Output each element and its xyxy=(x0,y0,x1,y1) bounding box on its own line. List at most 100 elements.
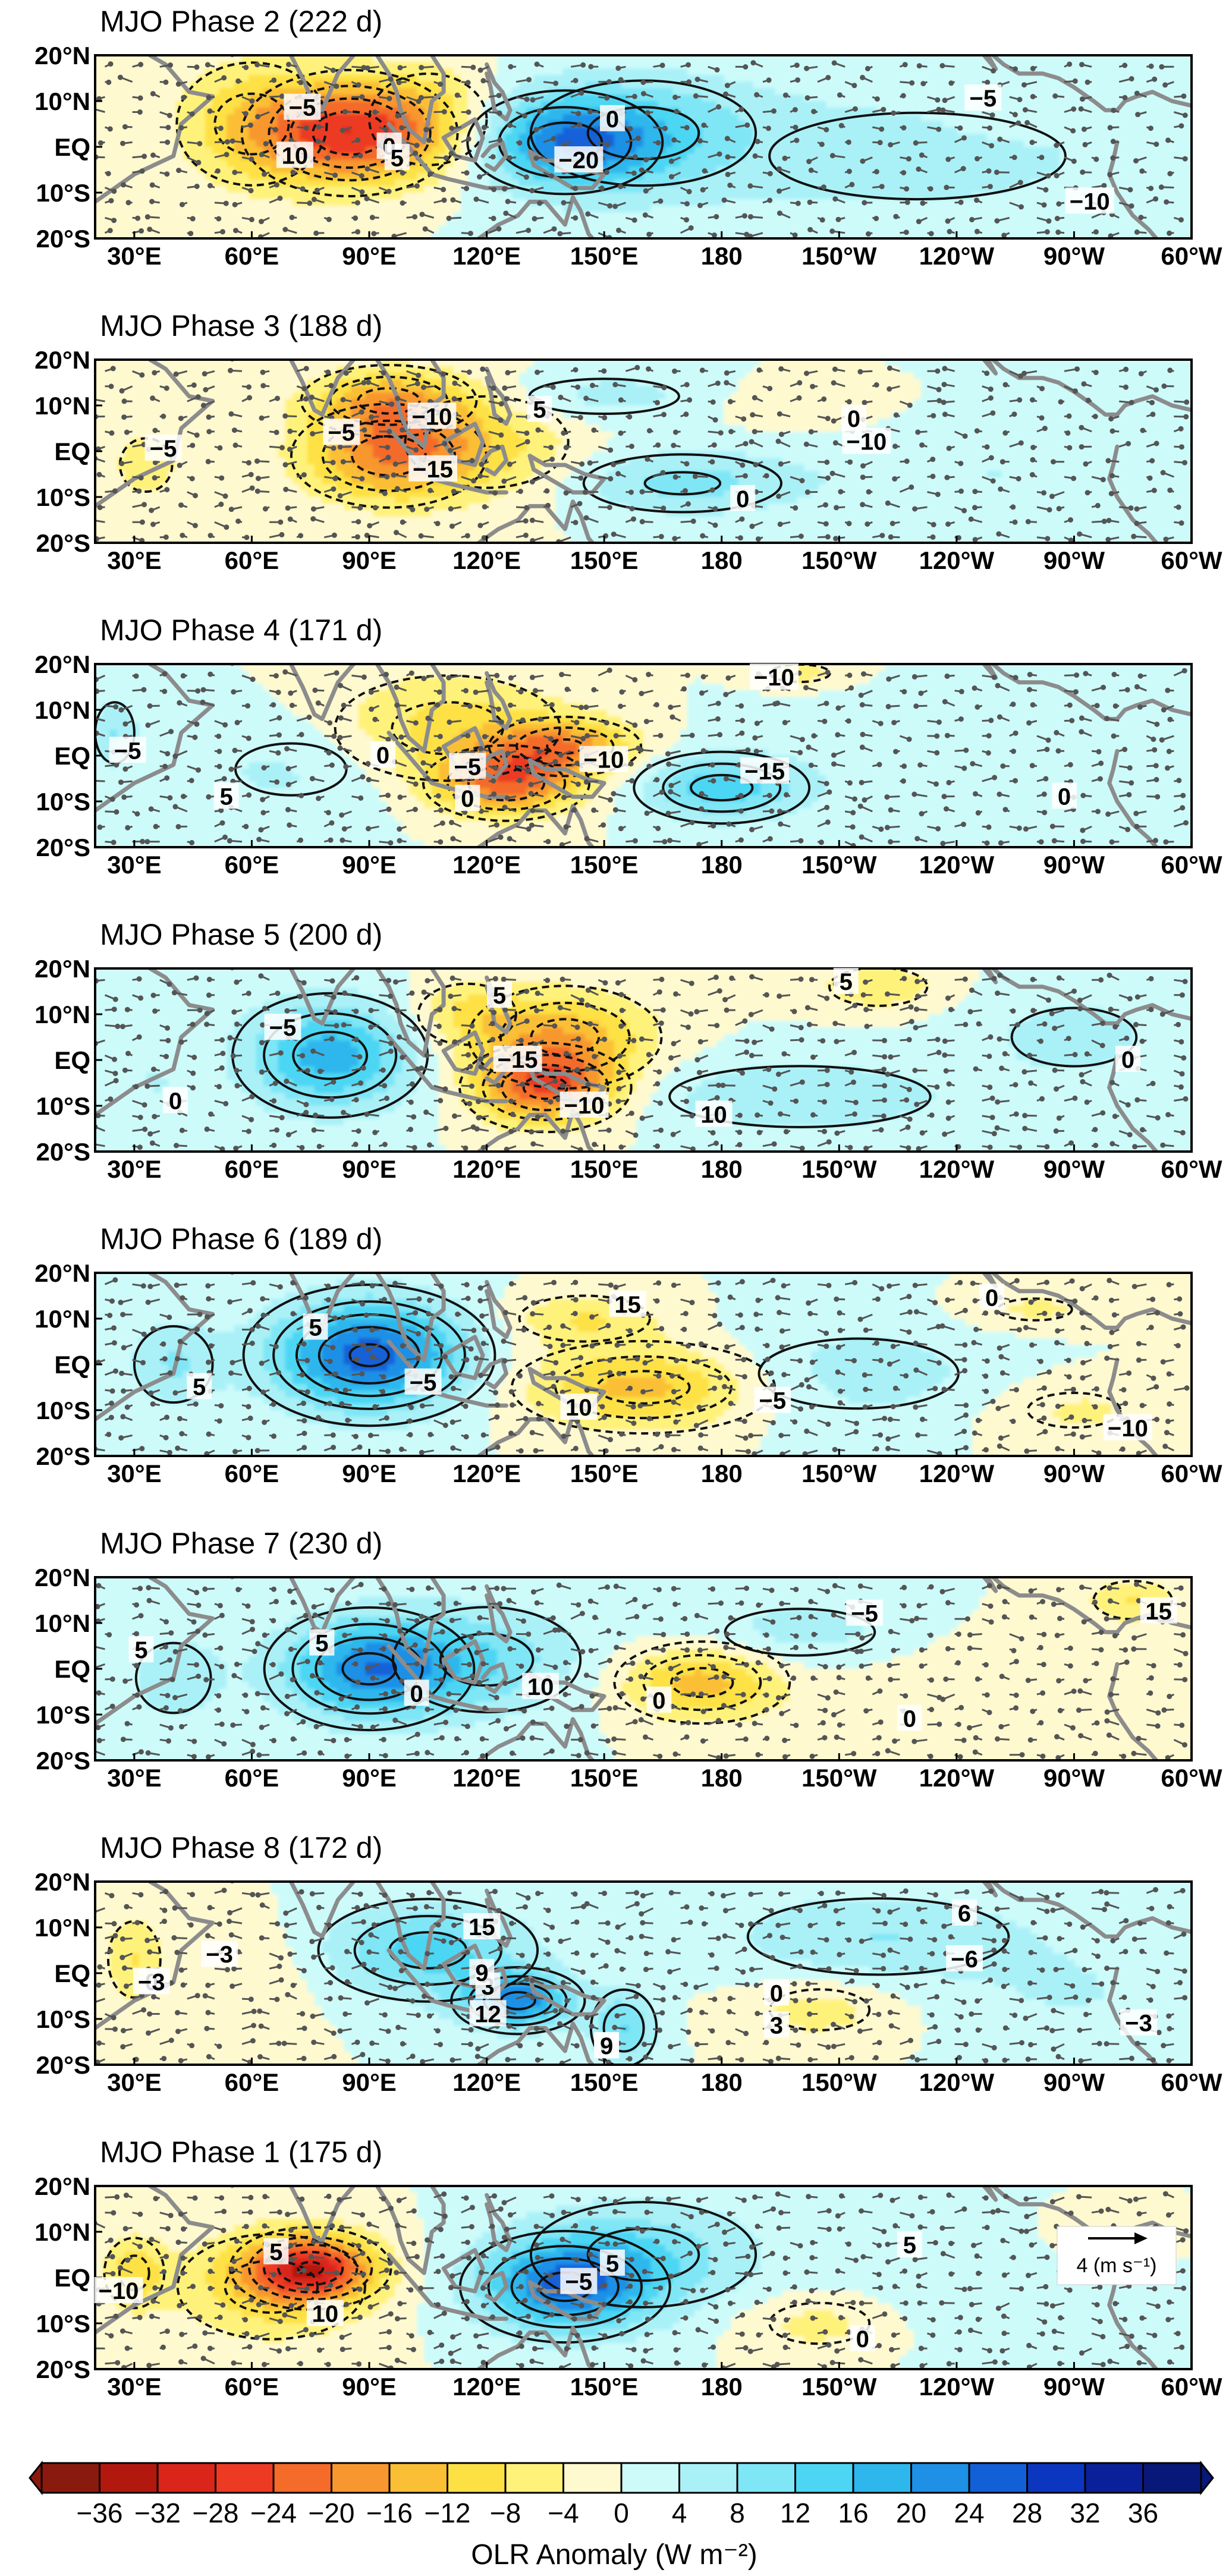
x-tick-label: 180 xyxy=(701,2373,743,2401)
y-tick-label: 20°N xyxy=(34,42,90,70)
x-tick-label: 90°E xyxy=(342,242,397,270)
colorbar-swatch xyxy=(736,2462,796,2494)
contour-label: 0 xyxy=(410,1681,423,1707)
contour-label: 12 xyxy=(474,2001,501,2027)
colorbar-swatch xyxy=(562,2462,623,2494)
contour-label: 0 xyxy=(847,406,860,432)
contour-label: −5 xyxy=(410,1370,437,1396)
panel-6: MJO Phase 7 (230 d) 20°N 10°N EQ 10°S 20°S 30°… xyxy=(34,1527,1222,1792)
contour-label: −5 xyxy=(150,436,177,462)
x-tick-label: 120°W xyxy=(919,1460,995,1487)
colorbar-label: OLR Anomaly (W m⁻²) xyxy=(471,2539,757,2571)
x-tick-label: 120°W xyxy=(919,851,995,879)
x-tick-label: 150°W xyxy=(801,2373,877,2401)
contour-label: 5 xyxy=(533,397,546,423)
contour-label: −10 xyxy=(411,404,452,430)
x-tick-label: 60°E xyxy=(225,2068,279,2096)
panel-8: MJO Phase 1 (175 d) 20°N 10°N EQ 10°S 20°S 30°… xyxy=(34,2135,1222,2401)
x-tick-label: 90°W xyxy=(1043,1764,1105,1792)
contour-label: 15 xyxy=(614,1292,641,1318)
x-tick-label: 180 xyxy=(701,851,743,879)
x-tick-label: 60°E xyxy=(225,1764,279,1792)
colorbar: −36 −32 −28 −24 −20 −16 −12 −8 −4 0 4 8 12 16 20 24 28 32… xyxy=(29,2460,1214,2571)
x-tick-label: 30°E xyxy=(107,851,162,879)
contour-labels: −5 −10 0 −15 5 −5 −10 0 0 xyxy=(109,663,1077,812)
x-tick-label: 30°E xyxy=(107,1155,162,1183)
y-tick-label: 10°N xyxy=(34,87,90,115)
x-tick-label: 120°E xyxy=(452,851,521,879)
x-tick-label: 90°W xyxy=(1043,546,1105,574)
colorbar-tick-label: 32 xyxy=(1070,2498,1100,2528)
panel-1: MJO Phase 2 (222 d) 20°N 10°N EQ 10°S 20°S 30°… xyxy=(34,5,1222,270)
x-tick-label: 90°E xyxy=(342,2373,397,2401)
x-tick-label: 120°W xyxy=(919,546,995,574)
x-tick-label: 60°E xyxy=(225,242,279,270)
contour-labels: −5−10−15−550−100 xyxy=(144,395,891,512)
wind-vectors xyxy=(95,1277,1190,1456)
panel-5: MJO Phase 6 (189 d) 20°N 10°N EQ 10°S 20°S 30°… xyxy=(34,1222,1222,1487)
y-tick-label: 10°S xyxy=(36,1092,90,1120)
colorbar-tick-label: −16 xyxy=(366,2498,413,2528)
x-tick-label: 180 xyxy=(701,1155,743,1183)
olr-contours xyxy=(175,61,1067,201)
olr-anomaly-field xyxy=(95,664,1192,847)
x-tick-label: 90°W xyxy=(1043,2373,1105,2401)
contour-label: −10 xyxy=(754,665,794,691)
x-tick-label: 30°E xyxy=(107,1460,162,1487)
panel-2: MJO Phase 3 (188 d) 20°N 10°N EQ 10°S 20°S 30°… xyxy=(34,309,1222,574)
contour-label: 10 xyxy=(565,1395,592,1421)
contour-label: −15 xyxy=(498,1047,538,1073)
x-tick-label: 60°E xyxy=(225,851,279,879)
y-tick-label: EQ xyxy=(54,133,90,161)
x-tick-label: 120°W xyxy=(919,2373,995,2401)
x-tick-label: 60°W xyxy=(1161,851,1222,879)
colorbar-tick-label: 24 xyxy=(954,2498,984,2528)
x-tick-label: 60°W xyxy=(1161,2373,1222,2401)
contour-label: −20 xyxy=(558,147,599,174)
x-tick-label: 150°E xyxy=(570,1764,639,1792)
wind-vectors xyxy=(95,973,1189,1152)
panel-title: MJO Phase 4 (171 d) xyxy=(100,614,382,647)
x-tick-label: 90°E xyxy=(342,2068,397,2096)
panel-title: MJO Phase 5 (200 d) xyxy=(100,918,382,951)
x-tick-label: 120°E xyxy=(452,2068,521,2096)
contour-label: 15 xyxy=(469,1914,495,1940)
contour-label: 9 xyxy=(600,2033,613,2059)
contour-label: 6 xyxy=(958,1901,971,1927)
colorbar-tick-label: −32 xyxy=(134,2498,181,2528)
x-tick-label: 120°E xyxy=(452,546,521,574)
y-tick-label: 20°N xyxy=(34,1564,90,1591)
contour-label: 5 xyxy=(315,1631,328,1657)
x-tick-label: 150°W xyxy=(801,242,877,270)
x-tick-label: 90°E xyxy=(342,851,397,879)
x-tick-label: 180 xyxy=(701,1764,743,1792)
colorbar-swatch xyxy=(1142,2462,1202,2494)
colorbar-tick-label: 8 xyxy=(730,2498,745,2528)
x-tick-label: 90°E xyxy=(342,546,397,574)
x-tick-label: 60°W xyxy=(1161,546,1222,574)
x-tick-label: 60°W xyxy=(1161,1460,1222,1487)
contour-label: 0 xyxy=(985,1285,998,1311)
contour-label: 5 xyxy=(391,145,404,171)
colorbar-tick-label: −24 xyxy=(250,2498,297,2528)
y-tick-label: 10°N xyxy=(34,1001,90,1028)
y-tick-label: 20°N xyxy=(34,2172,90,2200)
y-tick-label: EQ xyxy=(54,1655,90,1683)
x-tick-label: 150°E xyxy=(570,1460,639,1487)
x-tick-label: 150°E xyxy=(570,2068,639,2096)
x-tick-label: 120°W xyxy=(919,1155,995,1183)
contour-label: 5 xyxy=(493,983,506,1009)
contour-label: 10 xyxy=(700,1102,727,1128)
colorbar-swatch xyxy=(99,2462,159,2494)
y-tick-label: 10°S xyxy=(36,483,90,511)
contour-label: −3 xyxy=(1125,2011,1152,2037)
colorbar-swatch xyxy=(910,2462,970,2494)
contour-label: −15 xyxy=(744,759,785,785)
x-tick-label: 180 xyxy=(701,2068,743,2096)
colorbar-swatch xyxy=(156,2462,216,2494)
x-tick-label: 90°W xyxy=(1043,2068,1105,2096)
x-tick-label: 120°E xyxy=(452,1460,521,1487)
y-tick-label: EQ xyxy=(54,438,90,465)
contour-label: −5 xyxy=(970,86,997,112)
